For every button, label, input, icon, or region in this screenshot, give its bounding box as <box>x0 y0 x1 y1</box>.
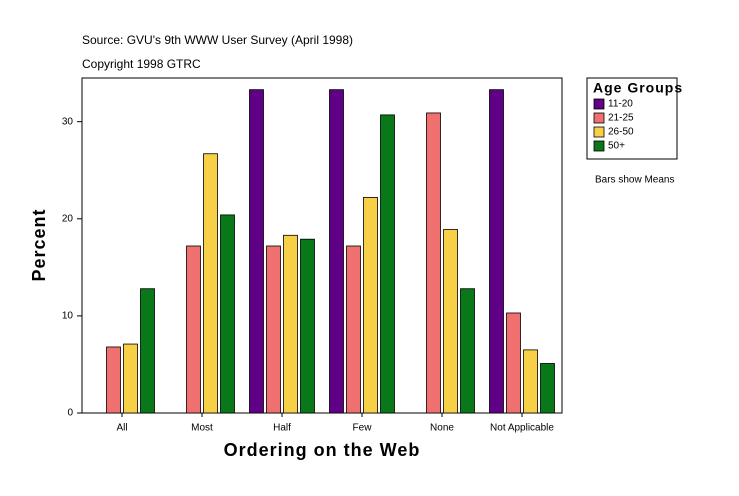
bar <box>266 245 281 414</box>
legend-label: 50+ <box>608 141 625 152</box>
y-axis-label: Percent <box>29 208 49 281</box>
chart-subtitle: Copyright 1998 GTRC <box>82 57 201 71</box>
bar <box>489 89 504 414</box>
legend-label: 21-25 <box>608 113 634 124</box>
y-tick-label: 10 <box>62 311 74 322</box>
x-tick-label: Most <box>191 423 213 434</box>
bar <box>506 312 521 414</box>
bar <box>426 112 441 414</box>
y-tick-label: 0 <box>67 408 73 419</box>
chart-title: Source: GVU's 9th WWW User Survey (April… <box>82 33 353 47</box>
legend-swatch <box>593 140 605 152</box>
bar <box>186 245 201 414</box>
legend-swatch <box>593 126 605 138</box>
bar <box>540 363 555 414</box>
y-tick-label: 30 <box>62 116 74 127</box>
plot-frame <box>81 77 563 414</box>
bar <box>220 214 235 414</box>
x-axis-label: Ordering on the Web <box>224 440 421 460</box>
x-tick-label: None <box>430 423 454 434</box>
x-tick-label: Few <box>353 423 373 434</box>
legend-swatch <box>593 98 605 110</box>
bar <box>300 238 315 414</box>
bar <box>140 288 155 414</box>
bar <box>283 234 298 414</box>
legend-swatch <box>593 112 605 124</box>
y-tick-label: 20 <box>62 213 74 224</box>
x-tick-label: Half <box>273 423 291 434</box>
bar <box>380 114 395 414</box>
x-tick-label: All <box>116 423 127 434</box>
x-tick-label: Not Applicable <box>490 423 554 434</box>
legend-label: 11-20 <box>608 99 633 110</box>
legend-title: Age Groups <box>593 80 683 96</box>
bar <box>363 197 378 414</box>
bar <box>443 229 458 414</box>
annotation: Bars show Means <box>595 175 674 186</box>
bar <box>106 346 121 414</box>
bar <box>203 153 218 414</box>
bar <box>329 89 344 414</box>
legend-label: 26-50 <box>608 127 634 138</box>
bar <box>460 288 475 414</box>
bar <box>523 349 538 414</box>
bar <box>249 89 264 414</box>
bar <box>123 343 138 414</box>
bar <box>346 245 361 414</box>
